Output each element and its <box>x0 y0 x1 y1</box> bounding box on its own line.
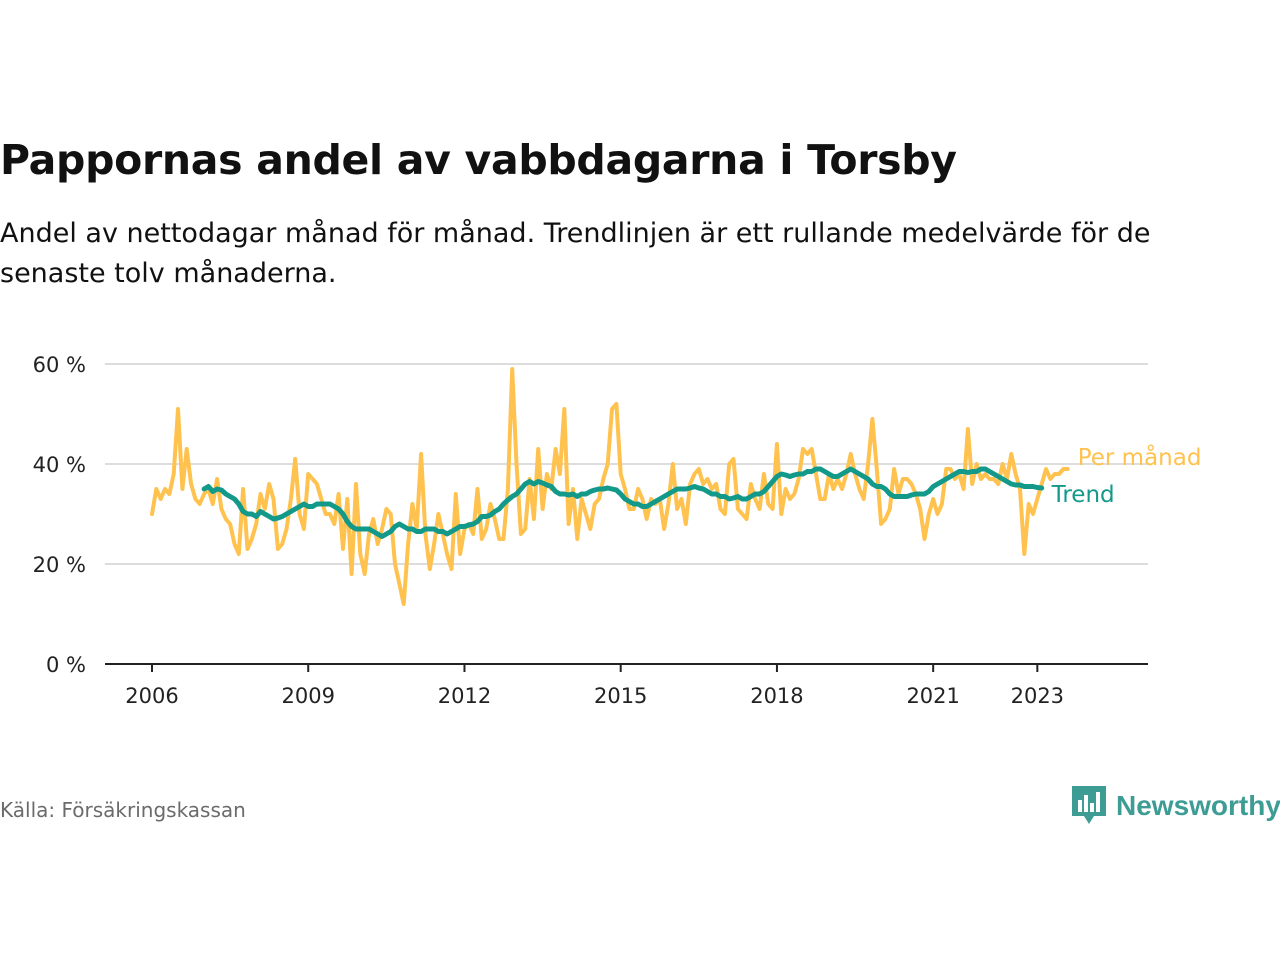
brand-name: Newsworthy <box>1116 790 1280 821</box>
page-subtitle: Andel av nettodagar månad för månad. Tre… <box>0 218 1151 289</box>
grid-lines <box>105 363 1148 565</box>
line-chart: 0 % 20 % 40 % 60 % 2006 2009 2012 2015 2018 2021… <box>33 353 1202 708</box>
series-label-monthly: Per månad <box>1078 443 1202 471</box>
y-tick-label: 20 % <box>33 553 86 577</box>
x-tick-label: 2021 <box>906 684 959 708</box>
series-lines <box>150 367 1070 606</box>
series-line-trend <box>201 466 1045 539</box>
brand-logo[interactable]: Newsworthy <box>1072 784 1280 828</box>
series-labels: Per månad Trend <box>1051 443 1202 508</box>
x-tick-label: 2006 <box>125 684 178 708</box>
x-tick-label: 2015 <box>594 684 647 708</box>
y-tick-label: 60 % <box>33 353 86 377</box>
series-label-trend: Trend <box>1051 482 1115 508</box>
y-tick-label: 40 % <box>33 453 86 477</box>
x-tick-label: 2018 <box>750 684 803 708</box>
y-axis-tick-labels: 0 % 20 % 40 % 60 % <box>33 353 86 677</box>
y-tick-label: 0 % <box>46 653 86 677</box>
x-axis-tick-labels: 2006 2009 2012 2015 2018 2021 2023 <box>125 664 1064 708</box>
page-title: Pappornas andel av vabbdagarna i Torsby <box>0 136 957 184</box>
x-tick-label: 2012 <box>438 684 491 708</box>
x-tick-label: 2009 <box>282 684 335 708</box>
source-note: Källa: Försäkringskassan <box>0 798 246 822</box>
newsworthy-logo-icon <box>1072 786 1106 824</box>
x-tick-label: 2023 <box>1011 684 1064 708</box>
